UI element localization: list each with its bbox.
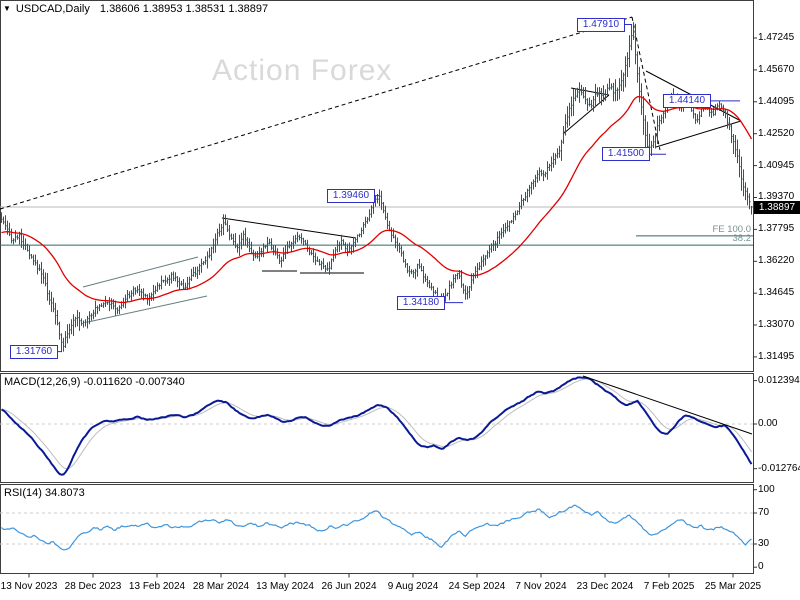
symbol-menu-arrow-icon[interactable]: ▼ (3, 4, 11, 13)
date-axis-label: 9 Aug 2024 (387, 581, 439, 592)
date-axis-label: 7 Nov 2024 (515, 581, 567, 592)
price-annotation-label[interactable]: 1.34180 (397, 296, 445, 310)
price-axis-label: 1.36220 (758, 255, 795, 266)
price-axis-label: 1.40945 (758, 160, 795, 171)
date-axis-label: 7 Feb 2025 (643, 581, 695, 592)
chart-ohlc-readout: 1.38606 1.38953 1.38531 1.38897 (99, 3, 269, 15)
ohlc-close-ticks (1, 35, 753, 347)
moving-average-line (1, 95, 753, 304)
date-axis-label: 13 May 2024 (256, 581, 314, 592)
rsi-axis-label: 100 (758, 484, 775, 495)
macd-axis-label: -0.012764 (758, 463, 800, 474)
date-axis-label: 13 Nov 2023 (0, 581, 58, 592)
chart-title: ▼ USDCAD,Daily 1.38606 1.38953 1.38531 1.3… (3, 3, 268, 15)
macd-axis-label: 0.00 (758, 418, 778, 429)
main-price-panel (0, 0, 754, 372)
price-axis-label: 1.44095 (758, 96, 795, 107)
ascending-channel-line (82, 256, 199, 288)
rsi-title: RSI(14) 34.8073 (4, 487, 85, 499)
price-axis-label: 1.47245 (758, 32, 795, 43)
fe-100-label[interactable]: FE 100.0 (712, 224, 751, 235)
price-axis-label: 1.34645 (758, 287, 795, 298)
macd-panel (0, 373, 754, 483)
price-annotation-label[interactable]: 1.47910 (577, 18, 625, 32)
rsi-axis-label: 70 (758, 507, 770, 518)
price-axis-label: 1.45670 (758, 64, 795, 75)
price-annotation-label[interactable]: 1.31760 (10, 345, 58, 359)
macd-title: MACD(12,26,9) -0.011620 -0.007340 (4, 376, 185, 388)
dashed-trendline (631, 16, 661, 151)
chart-symbol-period: USDCAD,Daily (15, 3, 90, 15)
current-price-tag: 1.38897 (754, 201, 800, 214)
date-axis-label: 24 Sep 2024 (448, 581, 506, 592)
price-axis-label: 1.37795 (758, 223, 795, 234)
price-axis-label: 1.39370 (758, 191, 795, 202)
price-annotation-label[interactable]: 1.39460 (327, 189, 375, 203)
watermark: Action Forex (212, 54, 393, 87)
date-axis-label: 28 Mar 2024 (192, 581, 250, 592)
price-axis-label: 1.31495 (758, 351, 795, 362)
date-axis-label: 26 Jun 2024 (321, 581, 377, 592)
macd-trendline (582, 375, 753, 435)
price-annotation-label[interactable]: 1.44140 (663, 94, 711, 108)
price-axis-label: 1.42520 (758, 128, 795, 139)
ohlc-bars (1, 22, 752, 352)
price-annotation-label[interactable]: 1.41500 (602, 147, 650, 161)
ascending-channel-line (87, 295, 208, 323)
date-axis-label: 25 Mar 2025 (704, 581, 762, 592)
macd-main-line (0, 376, 753, 476)
pattern-trendline (221, 217, 357, 239)
date-axis-label: 28 Dec 2023 (64, 581, 122, 592)
macd-axis-label: 0.012394 (758, 375, 800, 386)
macd-signal-line (1, 378, 752, 470)
dashed-trendline (0, 16, 633, 210)
date-axis-label: 23 Dec 2024 (576, 581, 634, 592)
fib-382-label[interactable]: 38.2 (732, 233, 752, 244)
rsi-panel (0, 484, 754, 574)
rsi-axis-label: 30 (758, 538, 770, 549)
rsi-line (1, 504, 752, 551)
price-axis-label: 1.33070 (758, 319, 795, 330)
date-axis-label: 13 Feb 2024 (128, 581, 186, 592)
rsi-axis-label: 0 (758, 561, 764, 572)
pattern-trendline (655, 120, 742, 148)
